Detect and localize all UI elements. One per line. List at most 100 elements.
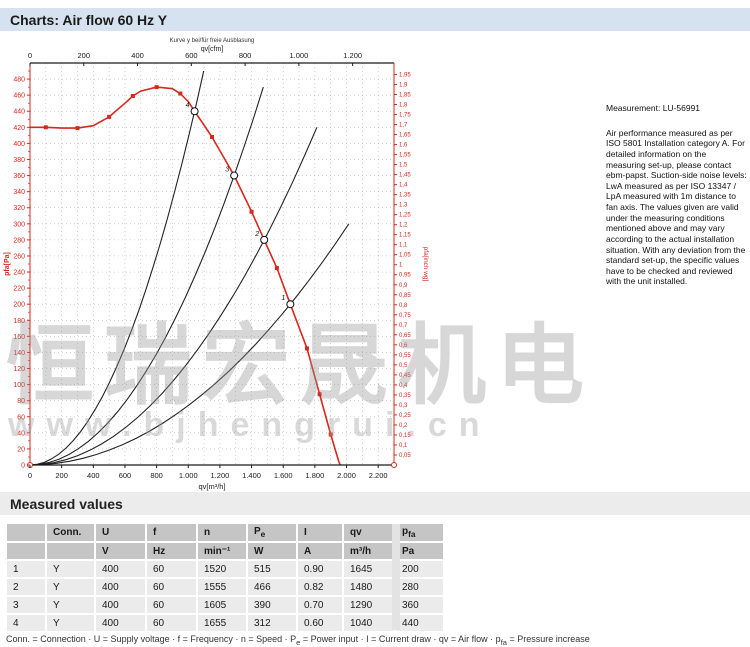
data-point-marker — [178, 91, 183, 96]
table-cell: 60 — [147, 615, 196, 631]
unit-header: W — [248, 543, 296, 559]
svg-text:1.200: 1.200 — [211, 471, 230, 480]
svg-text:1,15: 1,15 — [399, 233, 411, 239]
svg-text:0,3: 0,3 — [399, 403, 408, 409]
data-point-marker — [75, 126, 80, 131]
footnote-part: = Power input · I = Current draw · qv = … — [300, 634, 501, 644]
svg-text:1.600: 1.600 — [274, 471, 293, 480]
table-cell: Y — [47, 579, 94, 595]
load-curve — [29, 86, 264, 466]
svg-text:220: 220 — [13, 286, 25, 293]
svg-text:qv[m³/h]: qv[m³/h] — [198, 482, 225, 491]
table-cell: Y — [47, 561, 94, 577]
svg-text:1,3: 1,3 — [399, 203, 408, 209]
table-cell: 1605 — [198, 597, 246, 613]
table-cell: 3 — [7, 597, 45, 613]
svg-text:1,9: 1,9 — [399, 82, 408, 88]
table-cell: 60 — [147, 597, 196, 613]
load-curve — [29, 70, 205, 466]
svg-text:440: 440 — [13, 109, 25, 116]
svg-text:0,25: 0,25 — [399, 413, 411, 419]
svg-text:1,75: 1,75 — [399, 113, 411, 119]
table-cell: 1290 — [344, 597, 394, 613]
svg-text:1,1: 1,1 — [399, 243, 408, 249]
column-header: qv — [344, 524, 394, 541]
svg-text:1.200: 1.200 — [343, 51, 362, 60]
svg-text:4: 4 — [186, 102, 190, 109]
measured-values-title: Measured values — [10, 495, 123, 512]
table-cell: 312 — [248, 615, 296, 631]
svg-text:1,05: 1,05 — [399, 253, 411, 259]
data-point-marker — [317, 392, 322, 397]
unit-header: Hz — [147, 543, 196, 559]
svg-text:140: 140 — [13, 350, 25, 357]
fan-curve — [30, 85, 341, 466]
operating-points — [190, 107, 295, 309]
svg-text:0,6: 0,6 — [399, 343, 408, 349]
footnote-sub: e — [296, 637, 301, 647]
table-cell: 390 — [248, 597, 296, 613]
footnote-part: Conn. = Connection · U = Supply voltage … — [6, 634, 297, 644]
column-header: U — [96, 524, 145, 541]
table-cell: 1520 — [198, 561, 246, 577]
table-cell: Y — [47, 597, 94, 613]
data-point-marker — [210, 134, 214, 139]
svg-text:120: 120 — [13, 366, 25, 373]
svg-text:2.000: 2.000 — [337, 471, 356, 480]
svg-text:420: 420 — [13, 125, 25, 132]
svg-text:600: 600 — [119, 471, 132, 480]
svg-text:1,65: 1,65 — [399, 133, 411, 139]
svg-text:320: 320 — [13, 205, 25, 212]
svg-text:1,35: 1,35 — [399, 193, 411, 199]
table-cell: 515 — [248, 561, 296, 577]
table-cell: 1655 — [198, 615, 246, 631]
table-cell: 2 — [7, 579, 45, 595]
operating-point — [190, 107, 199, 116]
svg-text:200: 200 — [13, 302, 25, 309]
svg-text:0: 0 — [21, 463, 25, 470]
svg-text:0,5: 0,5 — [399, 363, 408, 369]
svg-text:480: 480 — [13, 77, 25, 84]
svg-text:360: 360 — [13, 173, 25, 180]
chart-grid — [30, 63, 394, 465]
table-cell: 60 — [147, 579, 196, 595]
table-cell: 360 — [396, 597, 443, 613]
data-point-marker — [328, 432, 333, 437]
table-row: 4 Y 400 60 1655 312 0.60 1040 440 — [7, 615, 443, 631]
svg-text:1,25: 1,25 — [399, 213, 411, 219]
table-cell: Y — [47, 615, 94, 631]
unit-header: Pa — [396, 543, 443, 559]
column-header: pfa — [396, 524, 443, 541]
svg-text:60: 60 — [17, 414, 25, 421]
svg-text:3: 3 — [225, 167, 229, 174]
svg-text:200: 200 — [78, 51, 91, 60]
data-point-marker — [130, 93, 135, 98]
unit-header: V — [96, 543, 145, 559]
svg-text:400: 400 — [131, 51, 144, 60]
svg-text:0,15: 0,15 — [399, 433, 411, 439]
table-cell: 4 — [7, 615, 45, 631]
table-cell: 0.60 — [298, 615, 342, 631]
column-header: n — [198, 524, 246, 541]
svg-text:1,85: 1,85 — [399, 93, 411, 99]
data-point-marker — [274, 266, 279, 271]
table-cell: 1555 — [198, 579, 246, 595]
data-point-marker — [249, 209, 254, 214]
svg-text:260: 260 — [13, 253, 25, 260]
svg-text:600: 600 — [185, 51, 198, 60]
svg-text:1,4: 1,4 — [399, 183, 408, 189]
operating-point — [286, 300, 295, 309]
table-cell: 400 — [96, 561, 145, 577]
footnote-part: = Pressure increase — [506, 634, 590, 644]
svg-text:2.200: 2.200 — [369, 471, 388, 480]
svg-text:300: 300 — [13, 221, 25, 228]
svg-text:1.000: 1.000 — [289, 51, 308, 60]
table-row: 3 Y 400 60 1605 390 0.70 1290 360 — [7, 597, 443, 613]
svg-text:0: 0 — [28, 51, 32, 60]
svg-text:240: 240 — [13, 270, 25, 277]
page-title: Charts: Air flow 60 Hz Y — [10, 11, 168, 28]
table-footnote: Conn. = Connection · U = Supply voltage … — [6, 634, 750, 647]
table-right-border — [392, 524, 400, 630]
svg-text:0,55: 0,55 — [399, 353, 411, 359]
